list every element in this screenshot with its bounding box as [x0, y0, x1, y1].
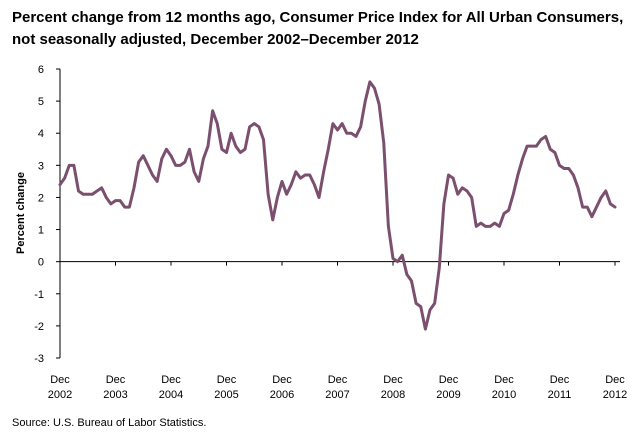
y-tick-label: 4: [38, 128, 44, 140]
x-tick-label-year: 2003: [103, 389, 127, 401]
x-tick-label-month: Dec: [272, 374, 292, 386]
x-tick-label-month: Dec: [605, 374, 625, 386]
x-tick-label-month: Dec: [494, 374, 514, 386]
x-tick-label-year: 2006: [270, 389, 294, 401]
x-tick-label-month: Dec: [217, 374, 237, 386]
x-tick-label-month: Dec: [439, 374, 459, 386]
x-tick-label-year: 2007: [325, 389, 349, 401]
x-tick-label-year: 2012: [603, 389, 627, 401]
y-axis-ticks: 6 5 4 3 2 1 0 -1 -2 -3: [34, 64, 60, 365]
y-tick-label: 3: [38, 160, 44, 172]
source-note: Source: U.S. Bureau of Labor Statistics.: [12, 417, 207, 429]
y-tick-label: 5: [38, 96, 44, 108]
y-tick-label: 0: [38, 257, 44, 269]
x-tick-label-year: 2010: [492, 389, 516, 401]
x-tick-label-year: 2004: [159, 389, 183, 401]
x-tick-label-month: Dec: [161, 374, 181, 386]
x-tick-label-month: Dec: [383, 374, 403, 386]
x-tick-label-month: Dec: [50, 374, 70, 386]
x-axis-ticks: Dec 2002 Dec 2003 Dec 2004 Dec 2005 Dec 2006 Dec 20…: [48, 261, 627, 401]
x-tick-label-year: 2011: [548, 389, 572, 401]
x-tick-label-year: 2009: [436, 389, 460, 401]
y-tick-label: -3: [34, 353, 44, 365]
y-tick-label: 2: [38, 192, 44, 204]
y-tick-label: 1: [38, 225, 44, 237]
y-tick-label: -1: [34, 289, 44, 301]
x-tick-label-month: Dec: [550, 374, 570, 386]
chart-title: Percent change from 12 months ago, Consu…: [12, 9, 624, 48]
x-tick-label-year: 2002: [48, 389, 72, 401]
x-tick-label-month: Dec: [328, 374, 348, 386]
x-tick-label-month: Dec: [106, 374, 126, 386]
x-tick-label-year: 2005: [214, 389, 238, 401]
y-tick-label: -2: [34, 321, 44, 333]
x-tick-label-year: 2008: [381, 389, 405, 401]
y-tick-label: 6: [38, 64, 44, 76]
series-line-cpi: [58, 80, 617, 331]
y-axis-label: Percent change: [15, 172, 27, 254]
